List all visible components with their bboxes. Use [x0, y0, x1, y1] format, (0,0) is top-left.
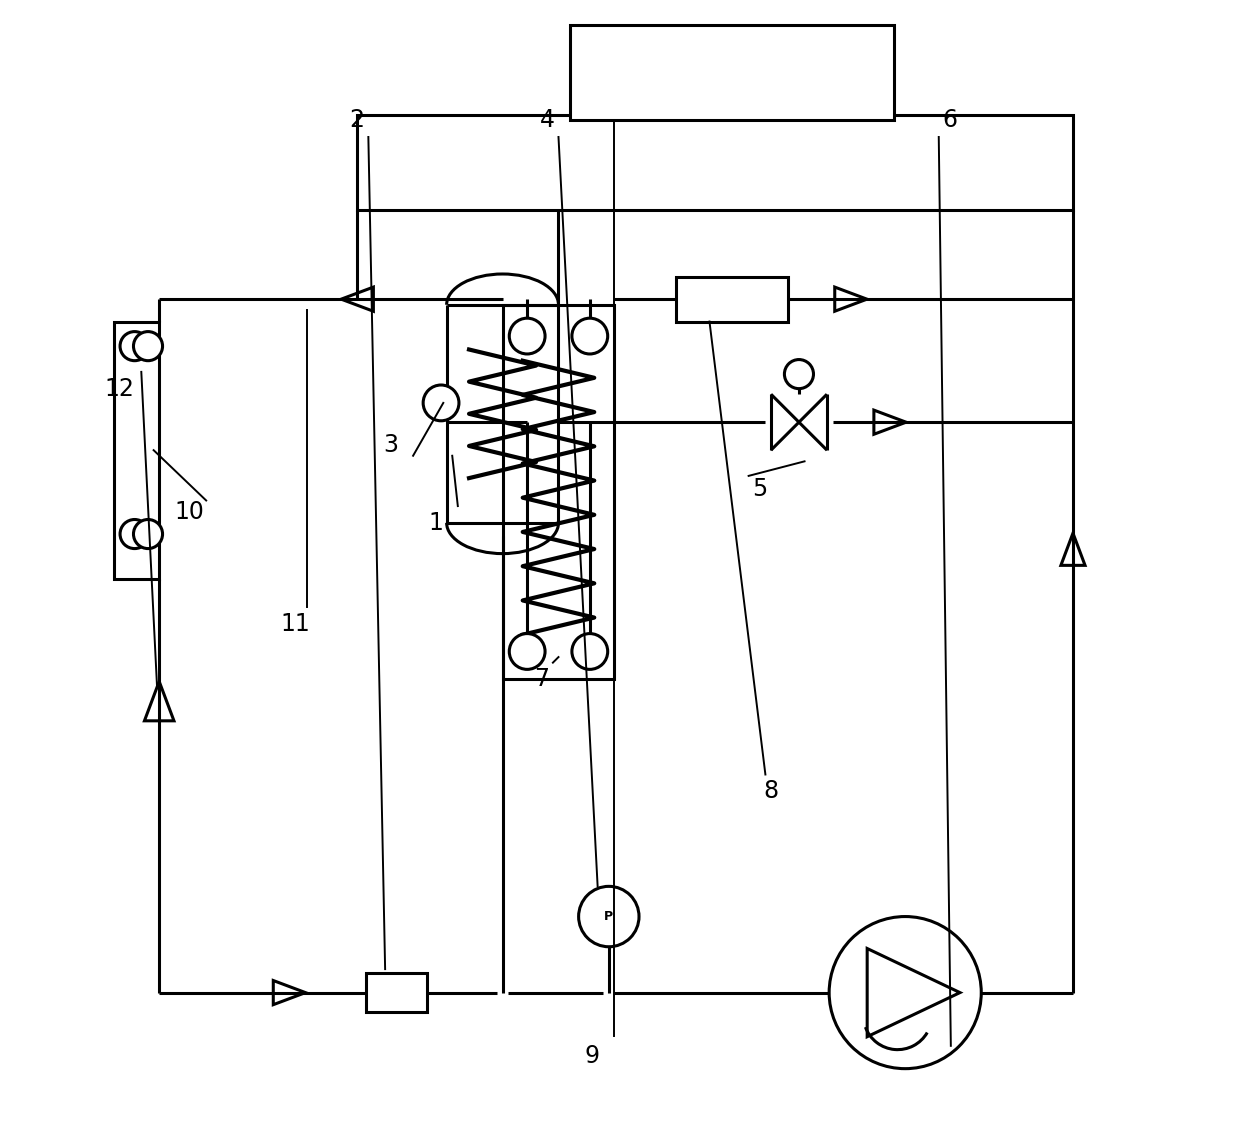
Circle shape — [579, 887, 639, 946]
Text: 8: 8 — [764, 779, 779, 804]
Bar — [502, 305, 614, 679]
Circle shape — [134, 332, 162, 361]
Text: 4: 4 — [539, 108, 554, 133]
Text: 3: 3 — [383, 433, 398, 456]
Text: 7: 7 — [534, 668, 549, 691]
Circle shape — [120, 519, 149, 549]
Bar — [569, 25, 894, 120]
Text: 11: 11 — [280, 611, 310, 635]
Text: 2: 2 — [350, 108, 365, 133]
Circle shape — [785, 360, 813, 389]
Circle shape — [423, 386, 459, 420]
Bar — [114, 321, 159, 579]
Text: 10: 10 — [175, 500, 205, 524]
Circle shape — [572, 318, 608, 354]
Text: 1: 1 — [428, 510, 443, 535]
Circle shape — [134, 519, 162, 549]
Circle shape — [830, 916, 981, 1069]
Text: 9: 9 — [584, 1044, 599, 1068]
Circle shape — [510, 634, 546, 670]
Text: 5: 5 — [753, 478, 768, 501]
Circle shape — [510, 318, 546, 354]
Bar — [366, 973, 427, 1013]
Circle shape — [120, 332, 149, 361]
Circle shape — [572, 634, 608, 670]
Text: 6: 6 — [942, 108, 957, 133]
Bar — [357, 115, 1073, 210]
Text: 12: 12 — [104, 377, 134, 400]
Text: P: P — [604, 910, 614, 923]
Bar — [676, 277, 787, 321]
